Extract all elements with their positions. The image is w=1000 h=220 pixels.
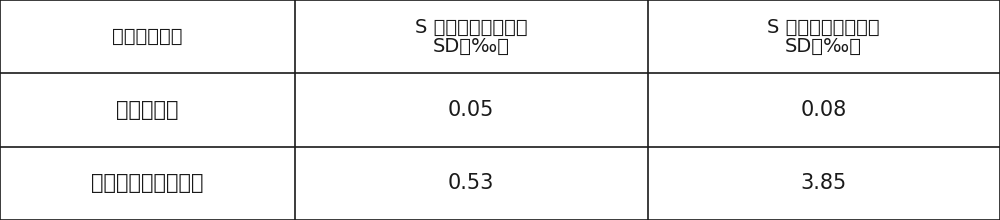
Text: S 同位素分析准确性: S 同位素分析准确性	[415, 18, 528, 37]
Text: 0.05: 0.05	[448, 100, 494, 120]
Text: 0.08: 0.08	[801, 100, 847, 120]
Text: S 同位素分析稳定性: S 同位素分析稳定性	[767, 18, 880, 37]
Text: 常规二氧化硫分析法: 常规二氧化硫分析法	[91, 173, 204, 193]
Text: 0.53: 0.53	[448, 173, 494, 193]
Text: SD（‰）: SD（‰）	[785, 37, 862, 56]
Text: 本发明方法: 本发明方法	[116, 100, 179, 120]
Text: 实验教学用水: 实验教学用水	[112, 27, 183, 46]
Text: 3.85: 3.85	[801, 173, 847, 193]
Text: SD（‰）: SD（‰）	[433, 37, 510, 56]
